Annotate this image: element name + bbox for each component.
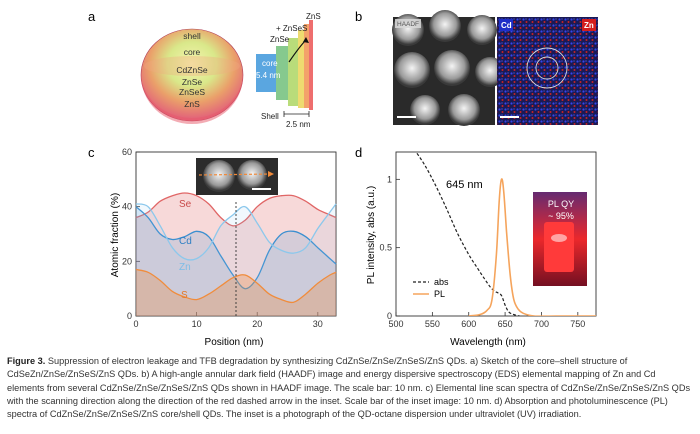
series-area-cd [136, 206, 336, 316]
legend-pl: PL [434, 289, 445, 299]
core-shell-sphere [140, 28, 244, 124]
x-tick-label: 550 [425, 319, 440, 329]
x-tick-label: 700 [534, 319, 549, 329]
series-line-abs [415, 152, 520, 316]
plot-frame [395, 151, 597, 317]
caption-text: Suppression of electron leakage and TFB … [7, 356, 691, 420]
x-tick-label: 30 [313, 319, 323, 329]
panel-a-letter: a [88, 9, 96, 24]
panel-d-letter: d [355, 145, 362, 160]
figure-canvas: a shell core CdZnSe ZnSe ZnSeS ZnS [88, 9, 598, 348]
zn-map-label: Zn [584, 21, 594, 30]
figure-label: Figure 3. [7, 356, 46, 366]
sphere-label-shell: shell [183, 31, 201, 41]
x-tick-label: 750 [570, 319, 585, 329]
band-label-shell-size: 2.5 nm [286, 120, 311, 129]
y-tick-label: 40 [122, 202, 132, 212]
band-zns-outer [309, 20, 313, 110]
series-line-cd [135, 206, 337, 290]
band-label-core: core [262, 59, 278, 68]
figure-caption: Figure 3. Suppression of electron leakag… [7, 355, 695, 421]
panel-b-letter: b [355, 9, 362, 24]
chart-c-ylabel: Atomic fraction (%) [110, 193, 121, 277]
line-scan-inset [196, 158, 278, 195]
band-znses-outer [298, 30, 304, 108]
band-znse [276, 46, 288, 100]
pl-abs-chart: 500 550 600 650 700 750 0 0.5 1 [379, 151, 597, 329]
x-tick-label: 20 [252, 319, 262, 329]
chart-d-legend: abs PL [413, 277, 449, 299]
atomic-fraction-chart: 0 10 20 30 0 20 40 60 [122, 147, 337, 329]
x-tick-label: 600 [461, 319, 476, 329]
sphere-label-znse: ZnSe [182, 77, 203, 87]
chart-d-ylabel: PL intensity, abs (a.u.) [366, 186, 377, 284]
x-tick-label: 650 [498, 319, 513, 329]
band-diagram [256, 20, 313, 117]
series-label-se: Se [179, 199, 192, 210]
band-label-znse: ZnSe [270, 35, 290, 44]
series-line-pl [468, 178, 596, 316]
band-znses [288, 38, 298, 106]
sphere-label-znses: ZnSeS [179, 87, 205, 97]
cd-map-label: Cd [501, 21, 512, 30]
series-area-s [136, 269, 336, 316]
legend-abs: abs [434, 277, 449, 287]
peak-annotation: 645 nm [446, 179, 483, 191]
panel-d: d 500 550 600 650 700 750 0 0.5 1 Wavelength (nm… [355, 145, 597, 348]
sphere-label-core: core [184, 47, 201, 57]
series-label-zn: Zn [179, 262, 191, 273]
pl-qy-photo [533, 192, 587, 286]
inset-value: ~ 95% [548, 211, 574, 221]
band-zns [304, 24, 309, 108]
panel-b: b HAADF Cd Zn [355, 9, 598, 126]
x-tick-label: 0 [133, 319, 138, 329]
y-tick-label: 0.5 [379, 243, 392, 253]
haadf-label: HAADF [397, 21, 419, 28]
series-line-s [135, 268, 337, 304]
y-tick-label: 0 [387, 311, 392, 321]
x-tick-label: 500 [388, 319, 403, 329]
panel-c: c 0 10 20 30 0 20 40 60 Position (nm) Atomic fr… [88, 145, 337, 348]
x-tick-label: 10 [192, 319, 202, 329]
panel-a: a shell core CdZnSe ZnSe ZnSeS ZnS [88, 9, 321, 129]
y-tick-label: 60 [122, 147, 132, 157]
series-line-se [135, 192, 337, 227]
chart-d-xlabel: Wavelength (nm) [450, 337, 526, 348]
band-label-shell: Shell [261, 112, 279, 121]
chart-c-xlabel: Position (nm) [205, 337, 264, 348]
band-core [256, 54, 276, 92]
band-label-zns: ZnS [306, 12, 321, 21]
y-tick-label: 0 [127, 311, 132, 321]
inset-title: PL QY [548, 199, 574, 209]
panel-c-letter: c [88, 145, 95, 160]
y-tick-label: 20 [122, 256, 132, 266]
band-label-plus-znses: + ZnSeS [276, 24, 307, 33]
series-label-cd: Cd [179, 236, 192, 247]
y-tick-label: 1 [387, 174, 392, 184]
series-line-zn [135, 203, 337, 261]
sphere-label-cdznse: CdZnSe [176, 65, 207, 75]
haadf-image [392, 10, 505, 126]
band-label-core-size: 5.4 nm [256, 71, 281, 80]
eds-map [497, 17, 598, 125]
sphere-label-zns: ZnS [184, 99, 200, 109]
series-label-s: S [181, 290, 188, 301]
